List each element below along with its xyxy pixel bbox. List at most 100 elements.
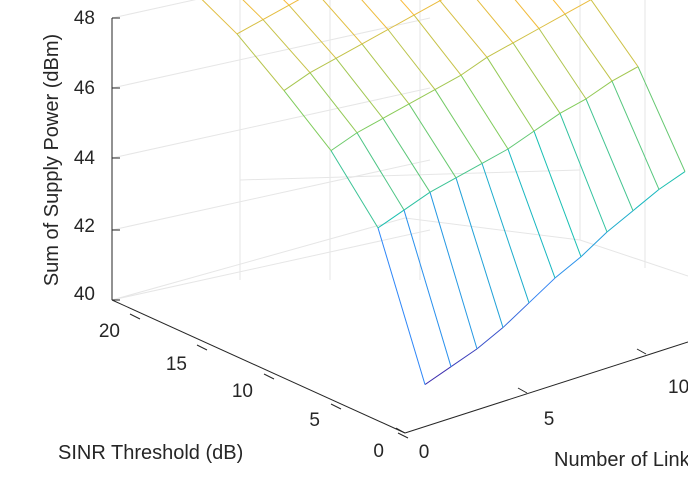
surface-edge <box>387 29 436 90</box>
surface-edge <box>486 42 514 58</box>
surface-edge <box>377 209 405 229</box>
x-axis-line <box>404 341 688 434</box>
surface-edge <box>429 192 478 349</box>
surface-edge <box>514 0 540 29</box>
surface-edge <box>611 80 660 190</box>
surface-edge <box>356 117 384 134</box>
surface-edge <box>512 28 540 44</box>
z-tick-label: 46 <box>74 78 95 99</box>
x-tick-label: 0 <box>419 442 430 463</box>
x-tick-label: 10 <box>668 377 688 398</box>
surface-edge <box>512 42 561 114</box>
surface-edge <box>408 89 436 105</box>
surface-edge <box>460 74 509 150</box>
surface-edge <box>564 0 592 15</box>
y-tick-mark <box>397 432 409 439</box>
surface-edge <box>585 98 634 211</box>
gridline <box>111 159 431 231</box>
gridline <box>579 239 688 277</box>
surface-edge <box>528 277 556 304</box>
surface-edge <box>356 132 405 211</box>
surface-edge <box>262 4 290 20</box>
y-tick-mark <box>330 403 342 410</box>
surface-edge <box>637 66 686 172</box>
surface-edge <box>554 256 582 279</box>
surface-edge <box>377 227 426 385</box>
y-tick-mark <box>129 313 141 320</box>
surface-edge <box>330 150 379 229</box>
y-tick-label: 0 <box>373 441 384 462</box>
surface-edge <box>322 0 363 45</box>
surface-edge <box>361 0 389 30</box>
surface-edge <box>538 13 566 29</box>
gridline <box>111 87 431 159</box>
gridline <box>111 17 431 89</box>
surface-edge <box>236 33 285 91</box>
surface-edge <box>580 231 608 258</box>
surface-edge <box>434 74 462 90</box>
surface-edge <box>450 348 478 368</box>
gridline <box>111 217 406 301</box>
surface-edge <box>403 209 452 367</box>
surface-mesh <box>201 0 686 385</box>
surface-edge <box>387 14 415 30</box>
surface-edge <box>236 19 264 35</box>
axes <box>111 17 688 439</box>
y-tick-mark <box>196 344 208 351</box>
surface-edge <box>382 118 431 193</box>
x-tick-label: 5 <box>544 409 555 430</box>
surface-edge <box>262 19 311 74</box>
surface-edge <box>283 90 332 151</box>
surface-edge <box>507 148 556 279</box>
surface-edge <box>424 366 452 385</box>
surface-edge <box>335 57 384 119</box>
surface-edge <box>564 13 613 82</box>
surface-edge <box>361 29 389 45</box>
surface-edge <box>309 72 358 134</box>
surface-edge <box>399 0 415 16</box>
surface-edge <box>242 0 264 20</box>
gridline <box>111 229 431 301</box>
gridline <box>111 0 197 19</box>
surface-edge <box>408 103 457 179</box>
x-tick-mark <box>395 427 406 434</box>
surface-edge <box>486 57 535 132</box>
surface-edge <box>507 130 535 150</box>
gridline <box>239 169 581 181</box>
y-axis-line <box>111 299 406 434</box>
z-tick-label: 42 <box>74 216 95 237</box>
surface-edge <box>403 191 431 211</box>
x-tick-mark <box>636 348 647 355</box>
surface-edge <box>309 57 337 74</box>
z-axis-label: Sum of Supply Power (dBm) <box>41 34 63 286</box>
surface-edge <box>283 0 290 6</box>
y-tick-label: 20 <box>99 321 120 342</box>
surface-edge <box>476 327 504 350</box>
surface-edge <box>283 72 311 91</box>
surface-edge <box>361 43 410 105</box>
surface-edge <box>481 163 530 303</box>
surface-edge <box>533 112 561 132</box>
z-tick-label: 40 <box>74 284 95 305</box>
surface-edge <box>559 98 587 114</box>
surface-edge <box>538 28 587 100</box>
surface-edge <box>288 0 300 6</box>
surface-edge <box>455 162 483 179</box>
surface-edge <box>590 0 639 67</box>
z-tick-label: 48 <box>74 8 95 29</box>
y-tick-label: 15 <box>166 354 187 375</box>
surface-edge <box>559 113 608 233</box>
surface-edge <box>439 0 488 58</box>
surface-edge <box>288 4 337 59</box>
gridline <box>404 217 581 241</box>
surface-edge <box>476 0 514 44</box>
surface-edge <box>201 0 238 35</box>
y-tick-label: 10 <box>232 381 253 402</box>
surface-edge <box>330 132 358 152</box>
surface-edge <box>438 0 441 2</box>
surface-edge <box>439 0 443 2</box>
surface-edge <box>481 148 509 164</box>
surface-edge <box>585 80 613 100</box>
x-tick-mark <box>517 387 528 394</box>
surface-edge <box>611 66 639 82</box>
